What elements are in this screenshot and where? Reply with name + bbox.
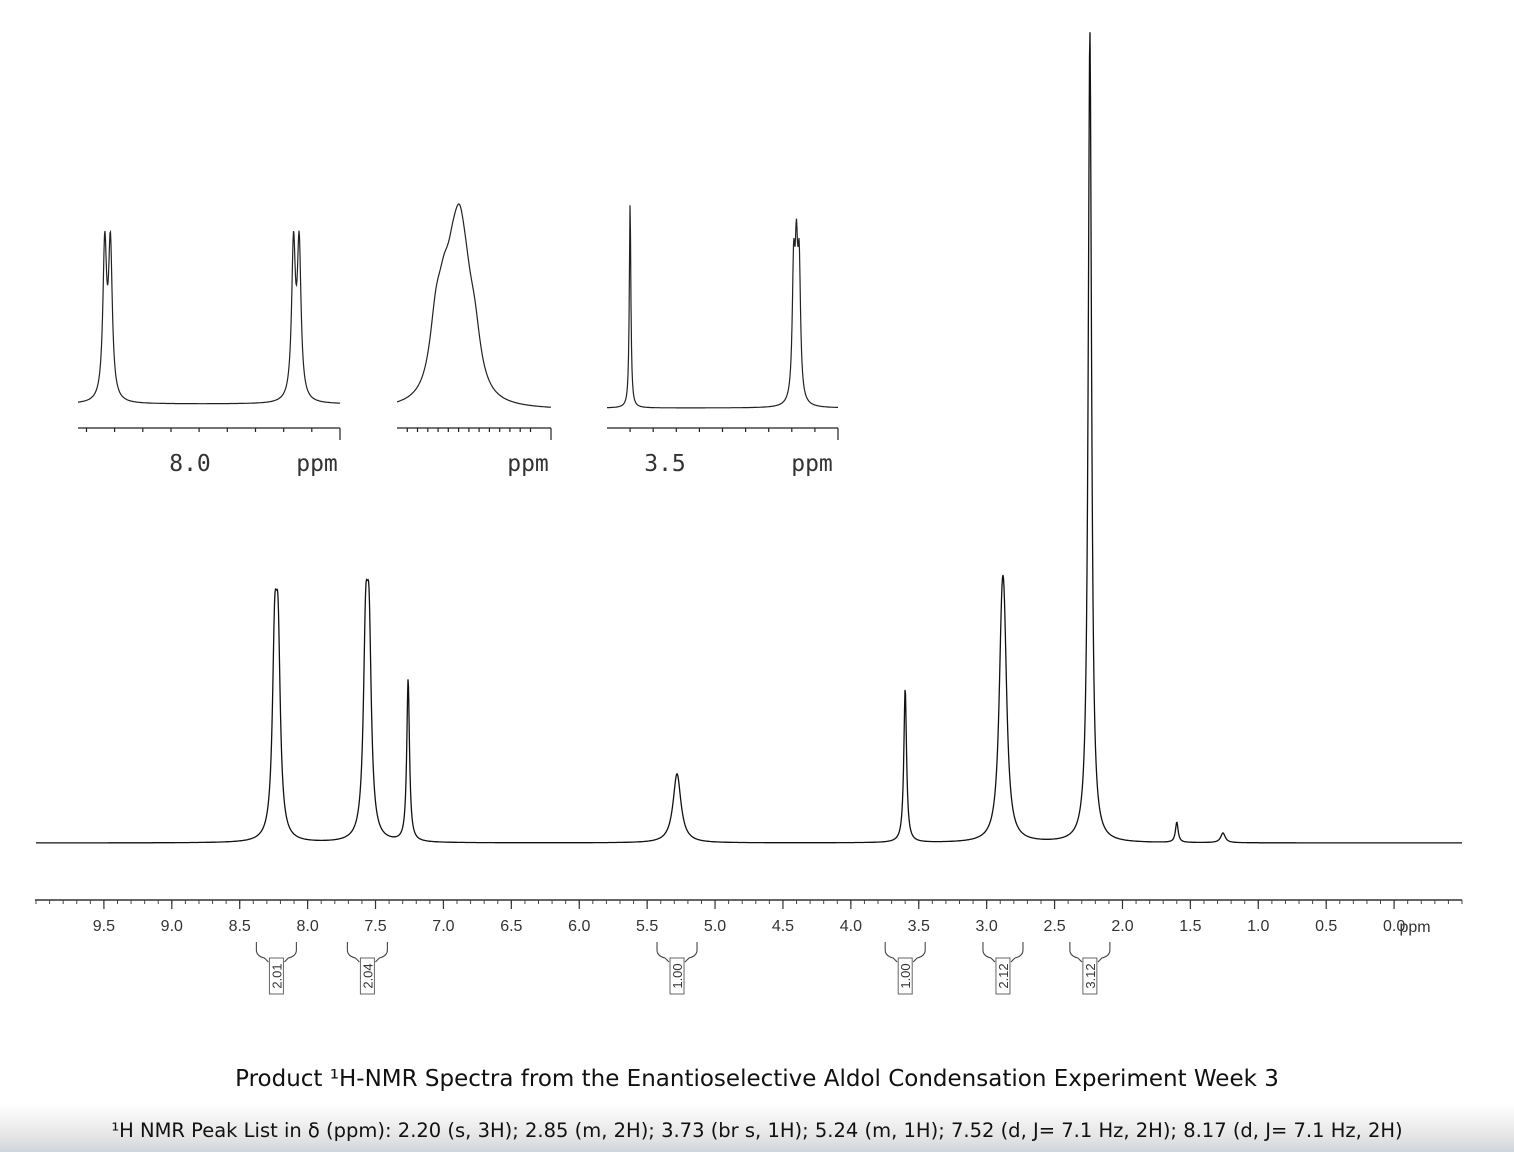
integral-bracket-shape	[346, 942, 388, 963]
x-tick-label: 7.0	[432, 918, 454, 935]
nmr-spectrum-chart: 8.0 ppm ppm 3.5 ppm 9.5 9.0 8.5 8.0 7.5 7.0 6.…	[35, 32, 1463, 995]
inset-multiplet: ppm	[396, 203, 552, 477]
x-tick-label: 9.5	[93, 918, 115, 935]
integral-value: 2.01	[269, 963, 284, 988]
integral-bracket: 3.12	[1069, 942, 1111, 995]
inset-3-axis	[607, 427, 839, 440]
main-spectrum-trace	[36, 32, 1462, 844]
x-tick-label: 0.5	[1315, 918, 1337, 935]
x-tick-label: 3.0	[976, 918, 998, 935]
x-tick-label: 1.5	[1179, 918, 1201, 935]
x-tick-label: 2.0	[1111, 918, 1133, 935]
inset-1-unit-label: ppm	[296, 451, 338, 477]
inset-aromatic-doublets: 8.0 ppm	[77, 229, 341, 477]
inset-aliphatic: 3.5 ppm	[607, 205, 839, 477]
integral-bracket-shape	[884, 942, 926, 963]
integral-bracket: 1.00	[884, 942, 926, 995]
x-tick-label: 9.0	[161, 918, 183, 935]
integral-box	[359, 957, 375, 995]
x-tick-label: 5.0	[704, 918, 726, 935]
inset-3-unit-label: ppm	[791, 451, 833, 477]
x-tick-label: 6.0	[568, 918, 590, 935]
integral-bracket-shape	[1069, 942, 1111, 963]
x-tick-label: 8.0	[296, 918, 318, 935]
integral-value: 2.04	[360, 963, 375, 988]
inset-3-tick-label: 3.5	[644, 451, 686, 477]
x-tick-label: 4.0	[840, 918, 862, 935]
integral-bracket: 2.04	[346, 942, 388, 995]
caption-peak-list: ¹H NMR Peak List in δ (ppm): 2.20 (s, 3H…	[111, 1119, 1403, 1142]
x-tick-label: 5.5	[636, 918, 658, 935]
x-tick-label: 3.5	[908, 918, 930, 935]
x-axis-major-ticks: 9.5 9.0 8.5 8.0 7.5 7.0 6.5 6.0 5.5 5.0 4.5 4.0 3.5 3…	[93, 900, 1405, 935]
x-tick-label: 4.5	[772, 918, 794, 935]
integral-bracket: 2.12	[982, 942, 1024, 995]
integral-box	[669, 957, 685, 995]
x-tick-label: 8.5	[229, 918, 251, 935]
integral-bracket-shape	[255, 942, 297, 963]
integral-bracket: 1.00	[656, 942, 698, 995]
inset-2-unit-label: ppm	[507, 451, 549, 477]
x-tick-label: 2.5	[1043, 918, 1065, 935]
x-axis-unit-label: ppm	[1399, 919, 1430, 936]
x-tick-label: 7.5	[364, 918, 386, 935]
inset-1-tick-label: 8.0	[169, 451, 211, 477]
integral-value: 2.12	[996, 963, 1011, 988]
inset-2-axis	[397, 427, 552, 440]
integral-value: 3.12	[1083, 963, 1098, 988]
integral-box	[995, 957, 1011, 995]
integral-box	[1082, 957, 1098, 995]
x-tick-label: 0.0	[1383, 918, 1405, 935]
integral-bracket: 2.01	[255, 942, 297, 995]
inset-1-axis	[78, 427, 341, 440]
integral-value: 1.00	[898, 963, 913, 988]
inset-1-trace	[77, 229, 341, 405]
caption-title: Product ¹H-NMR Spectra from the Enantios…	[235, 1066, 1279, 1092]
integral-box	[268, 957, 284, 995]
integral-box	[897, 957, 913, 995]
integral-bracket-shape	[982, 942, 1024, 963]
inset-3-trace	[607, 205, 838, 409]
integral-labels: 2.01 2.04 1.00 1.00 2.12 3.12	[255, 942, 1111, 995]
x-tick-label: 1.0	[1247, 918, 1269, 935]
integral-value: 1.00	[670, 963, 685, 988]
inset-2-trace	[396, 203, 552, 408]
x-tick-label: 6.5	[500, 918, 522, 935]
footer-band	[0, 1104, 1514, 1152]
integral-bracket-shape	[656, 942, 698, 963]
